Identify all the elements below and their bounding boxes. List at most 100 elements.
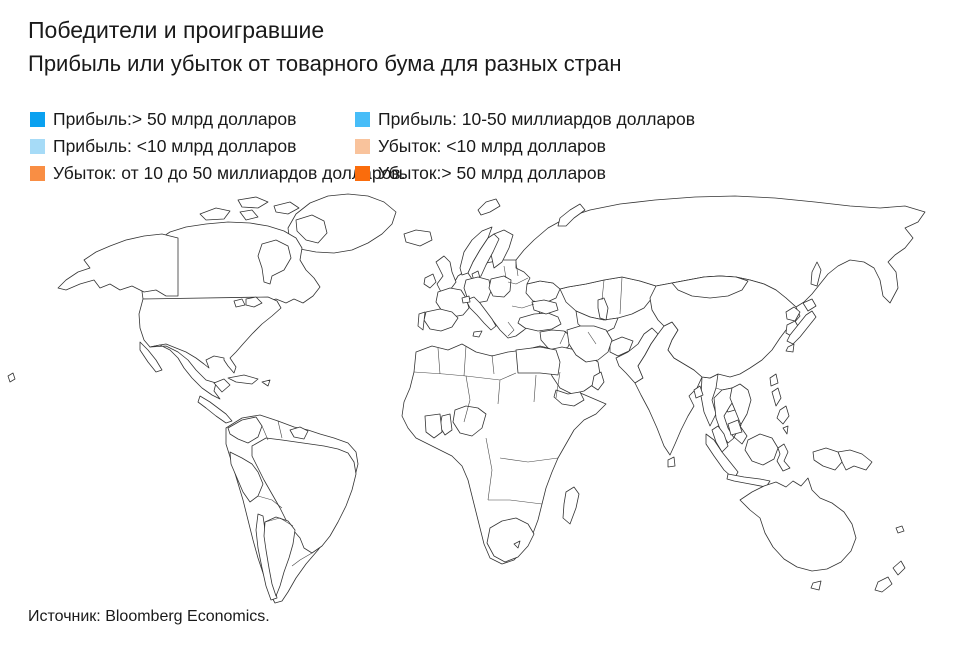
country-spain [423, 308, 459, 332]
arctic-island-2 [237, 196, 269, 209]
legend-item-profit-mid: Прибыль: 10-50 миллиардов долларов [355, 109, 695, 129]
country-new-zealand-south [874, 576, 893, 593]
legend-item-loss-mid: Убыток: от 10 до 50 миллиардов долларов. [30, 163, 405, 183]
legend-swatch-profit-mid [355, 111, 370, 127]
legend-label: Убыток: <10 млрд долларов [378, 136, 606, 156]
country-mongolia [671, 275, 749, 299]
country-portugal [417, 311, 426, 331]
legend-swatch-loss-large [355, 165, 370, 181]
country-taiwan [769, 373, 779, 387]
arctic-island-1 [199, 207, 231, 221]
interior-borders-europe [503, 261, 535, 337]
legend-item-profit-large: Прибыль:> 50 млрд долларов [30, 109, 355, 129]
country-usa-alaska [57, 233, 179, 297]
arctic-island-3 [273, 201, 300, 215]
country-argentina [263, 516, 296, 597]
country-cuba [227, 374, 259, 385]
country-philippines-mindanao [782, 425, 789, 435]
country-indonesia-java [726, 473, 771, 488]
island-franz-josef [477, 198, 501, 216]
country-italy-sicily [472, 330, 483, 338]
country-cambodia [727, 419, 743, 436]
legend-label: Прибыль: 10-50 миллиардов долларов [378, 109, 696, 129]
country-colombia [227, 416, 263, 444]
header: Победители и проигравшие Прибыль или убы… [28, 14, 621, 80]
legend-label: Убыток: от 10 до 50 миллиардов долларов. [53, 163, 406, 183]
country-brazil [251, 437, 357, 554]
country-egypt [515, 346, 561, 376]
arctic-island-baffin [295, 214, 328, 244]
country-philippines-visayas [776, 405, 790, 425]
island-novaya-zemlya [557, 203, 586, 227]
source-note: Источник: Bloomberg Economics. [28, 608, 270, 625]
country-indonesia-sulawesi [776, 443, 791, 472]
country-poland [488, 275, 512, 298]
black-sea [531, 299, 559, 315]
country-madagascar [562, 486, 580, 525]
legend: Прибыль:> 50 млрд долларов Прибыль: 10-5… [30, 109, 695, 183]
country-cote-divoire [424, 413, 443, 439]
island-sakhalin [810, 261, 822, 287]
interior-borders-africa [413, 345, 561, 505]
country-mexico [149, 344, 221, 400]
arctic-island-4 [239, 209, 259, 221]
country-malaysia-borneo [744, 433, 779, 466]
country-new-zealand-north [892, 560, 906, 576]
country-indonesia-papua [812, 447, 843, 471]
country-australia [739, 477, 857, 572]
legend-swatch-loss-mid [30, 165, 45, 181]
country-russia [515, 195, 926, 308]
country-switzerland [461, 295, 471, 304]
country-japan-honshu [786, 310, 817, 345]
country-australia-tasmania [810, 580, 822, 591]
country-oman [591, 371, 605, 391]
hudson-bay [257, 239, 292, 285]
legend-item-loss-small: Убыток: <10 млрд долларов [355, 136, 695, 156]
country-sri-lanka [667, 456, 676, 468]
interior-borders-asia [559, 276, 723, 391]
country-south-africa [486, 517, 535, 563]
country-mexico-yucatan [213, 378, 231, 393]
country-usa-hawaii [7, 372, 16, 383]
country-iran [566, 325, 613, 363]
country-nigeria [452, 405, 487, 437]
country-mexico-baja [139, 341, 163, 373]
legend-label: Убыток:> 50 млрд долларов [378, 163, 606, 183]
country-italy [465, 296, 497, 331]
country-germany [463, 276, 492, 304]
country-turkey [517, 312, 562, 332]
island-new-caledonia [895, 525, 905, 534]
legend-item-profit-small: Прибыль: <10 млрд долларов [30, 136, 355, 156]
country-north-korea [785, 306, 801, 322]
country-guyana [289, 426, 309, 440]
country-united-kingdom [435, 255, 457, 293]
country-philippines-luzon [771, 387, 782, 407]
country-bangladesh [693, 385, 704, 399]
legend-swatch-profit-small [30, 138, 45, 154]
legend-label: Прибыль:> 50 млрд долларов [53, 109, 297, 129]
island-hispaniola [261, 379, 271, 387]
caspian-sea [597, 297, 609, 321]
country-yemen [553, 389, 585, 407]
country-japan-hokkaido [802, 298, 817, 312]
legend-label: Прибыль: <10 млрд долларов [53, 136, 297, 156]
country-malaysia-peninsula [711, 425, 729, 453]
country-usa-mainland [138, 296, 282, 374]
country-japan-kyushu [785, 343, 795, 353]
legend-swatch-loss-small [355, 138, 370, 154]
legend-item-loss-large: Убыток:> 50 млрд долларов [355, 163, 695, 183]
country-lesotho [513, 540, 521, 549]
country-iceland [403, 229, 433, 247]
country-ireland [423, 273, 437, 289]
interior-borders-south-america [257, 420, 313, 567]
country-china [649, 275, 801, 379]
page-subtitle: Прибыль или убыток от товарного бума для… [28, 51, 622, 76]
country-vietnam [729, 383, 752, 445]
great-lakes-1 [245, 296, 263, 308]
country-papua-new-guinea [837, 449, 873, 471]
legend-swatch-profit-large [30, 111, 45, 127]
page-title: Победители и проигравшие [28, 17, 325, 43]
landmass-central-america [197, 395, 233, 424]
